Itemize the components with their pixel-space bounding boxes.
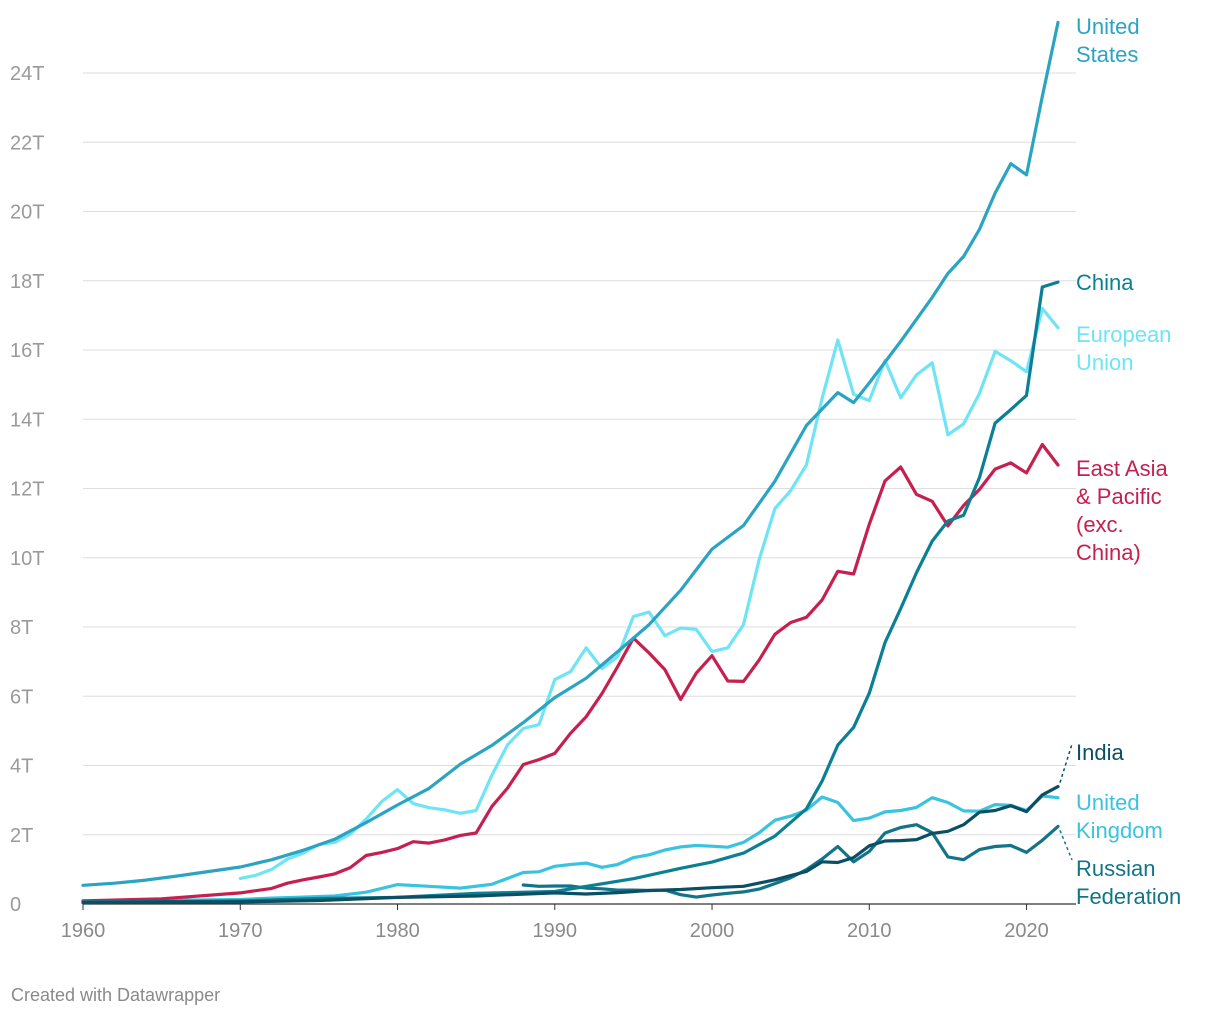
y-tick-label-2T: 2T <box>10 825 33 847</box>
series-label-european-union: European Union <box>1076 322 1171 375</box>
y-tick-label-0: 0 <box>10 894 21 916</box>
x-tick-label-1980: 1980 <box>375 920 420 942</box>
series-line-russian-federation <box>521 823 1060 899</box>
gridlines <box>83 72 1076 905</box>
series-label-russian-federation: Russian Federation <box>1076 856 1181 909</box>
x-tick-label-1990: 1990 <box>533 920 578 942</box>
x-tick-label-1960: 1960 <box>61 920 106 942</box>
y-tick-label-16T: 16T <box>10 340 44 362</box>
series-label-china: China <box>1076 270 1134 295</box>
y-tick-label-14T: 14T <box>10 409 44 431</box>
x-tick-label-2020: 2020 <box>1004 920 1049 942</box>
series-line-european-union <box>238 306 1060 880</box>
series-label-united-kingdom: United Kingdom <box>1076 790 1163 843</box>
x-tick-label-1970: 1970 <box>218 920 263 942</box>
russia-label-connector <box>1059 830 1073 861</box>
india-label-connector <box>1059 743 1073 783</box>
series-line-east-asia-pacific-exc-china <box>81 442 1060 903</box>
y-tick-label-10T: 10T <box>10 548 44 570</box>
y-axis-ticks: 0 2T 4T 6T 8T 10T 12T 14T 16T 18T 20T 22T 24T <box>10 63 44 916</box>
y-tick-label-12T: 12T <box>10 479 44 501</box>
series-label-east-asia-pacific-exc-china: East Asia & Pacific (exc. China) <box>1076 456 1168 565</box>
series-label-india: India <box>1076 740 1124 765</box>
series-labels: United States China European Union East Asia &… <box>1059 14 1181 909</box>
y-tick-label-6T: 6T <box>10 686 33 708</box>
series-line-china <box>81 280 1060 904</box>
series-line-india <box>81 785 1060 905</box>
credit-text: Created with Datawrapper <box>11 985 221 1005</box>
series-lines <box>81 20 1060 905</box>
series-label-united-states: United States <box>1076 14 1140 67</box>
series-line-united-kingdom <box>81 794 1060 904</box>
y-tick-label-4T: 4T <box>10 756 33 778</box>
x-tick-label-2000: 2000 <box>690 920 735 942</box>
series-line-united-states <box>81 20 1060 887</box>
y-tick-label-18T: 18T <box>10 271 44 293</box>
y-tick-label-20T: 20T <box>10 202 44 224</box>
y-tick-label-22T: 22T <box>10 132 44 154</box>
x-axis: 1960 1970 1980 1990 2000 2010 2020 <box>61 904 1049 942</box>
x-tick-label-2010: 2010 <box>847 920 892 942</box>
y-tick-label-8T: 8T <box>10 617 33 639</box>
y-tick-label-24T: 24T <box>10 63 44 85</box>
